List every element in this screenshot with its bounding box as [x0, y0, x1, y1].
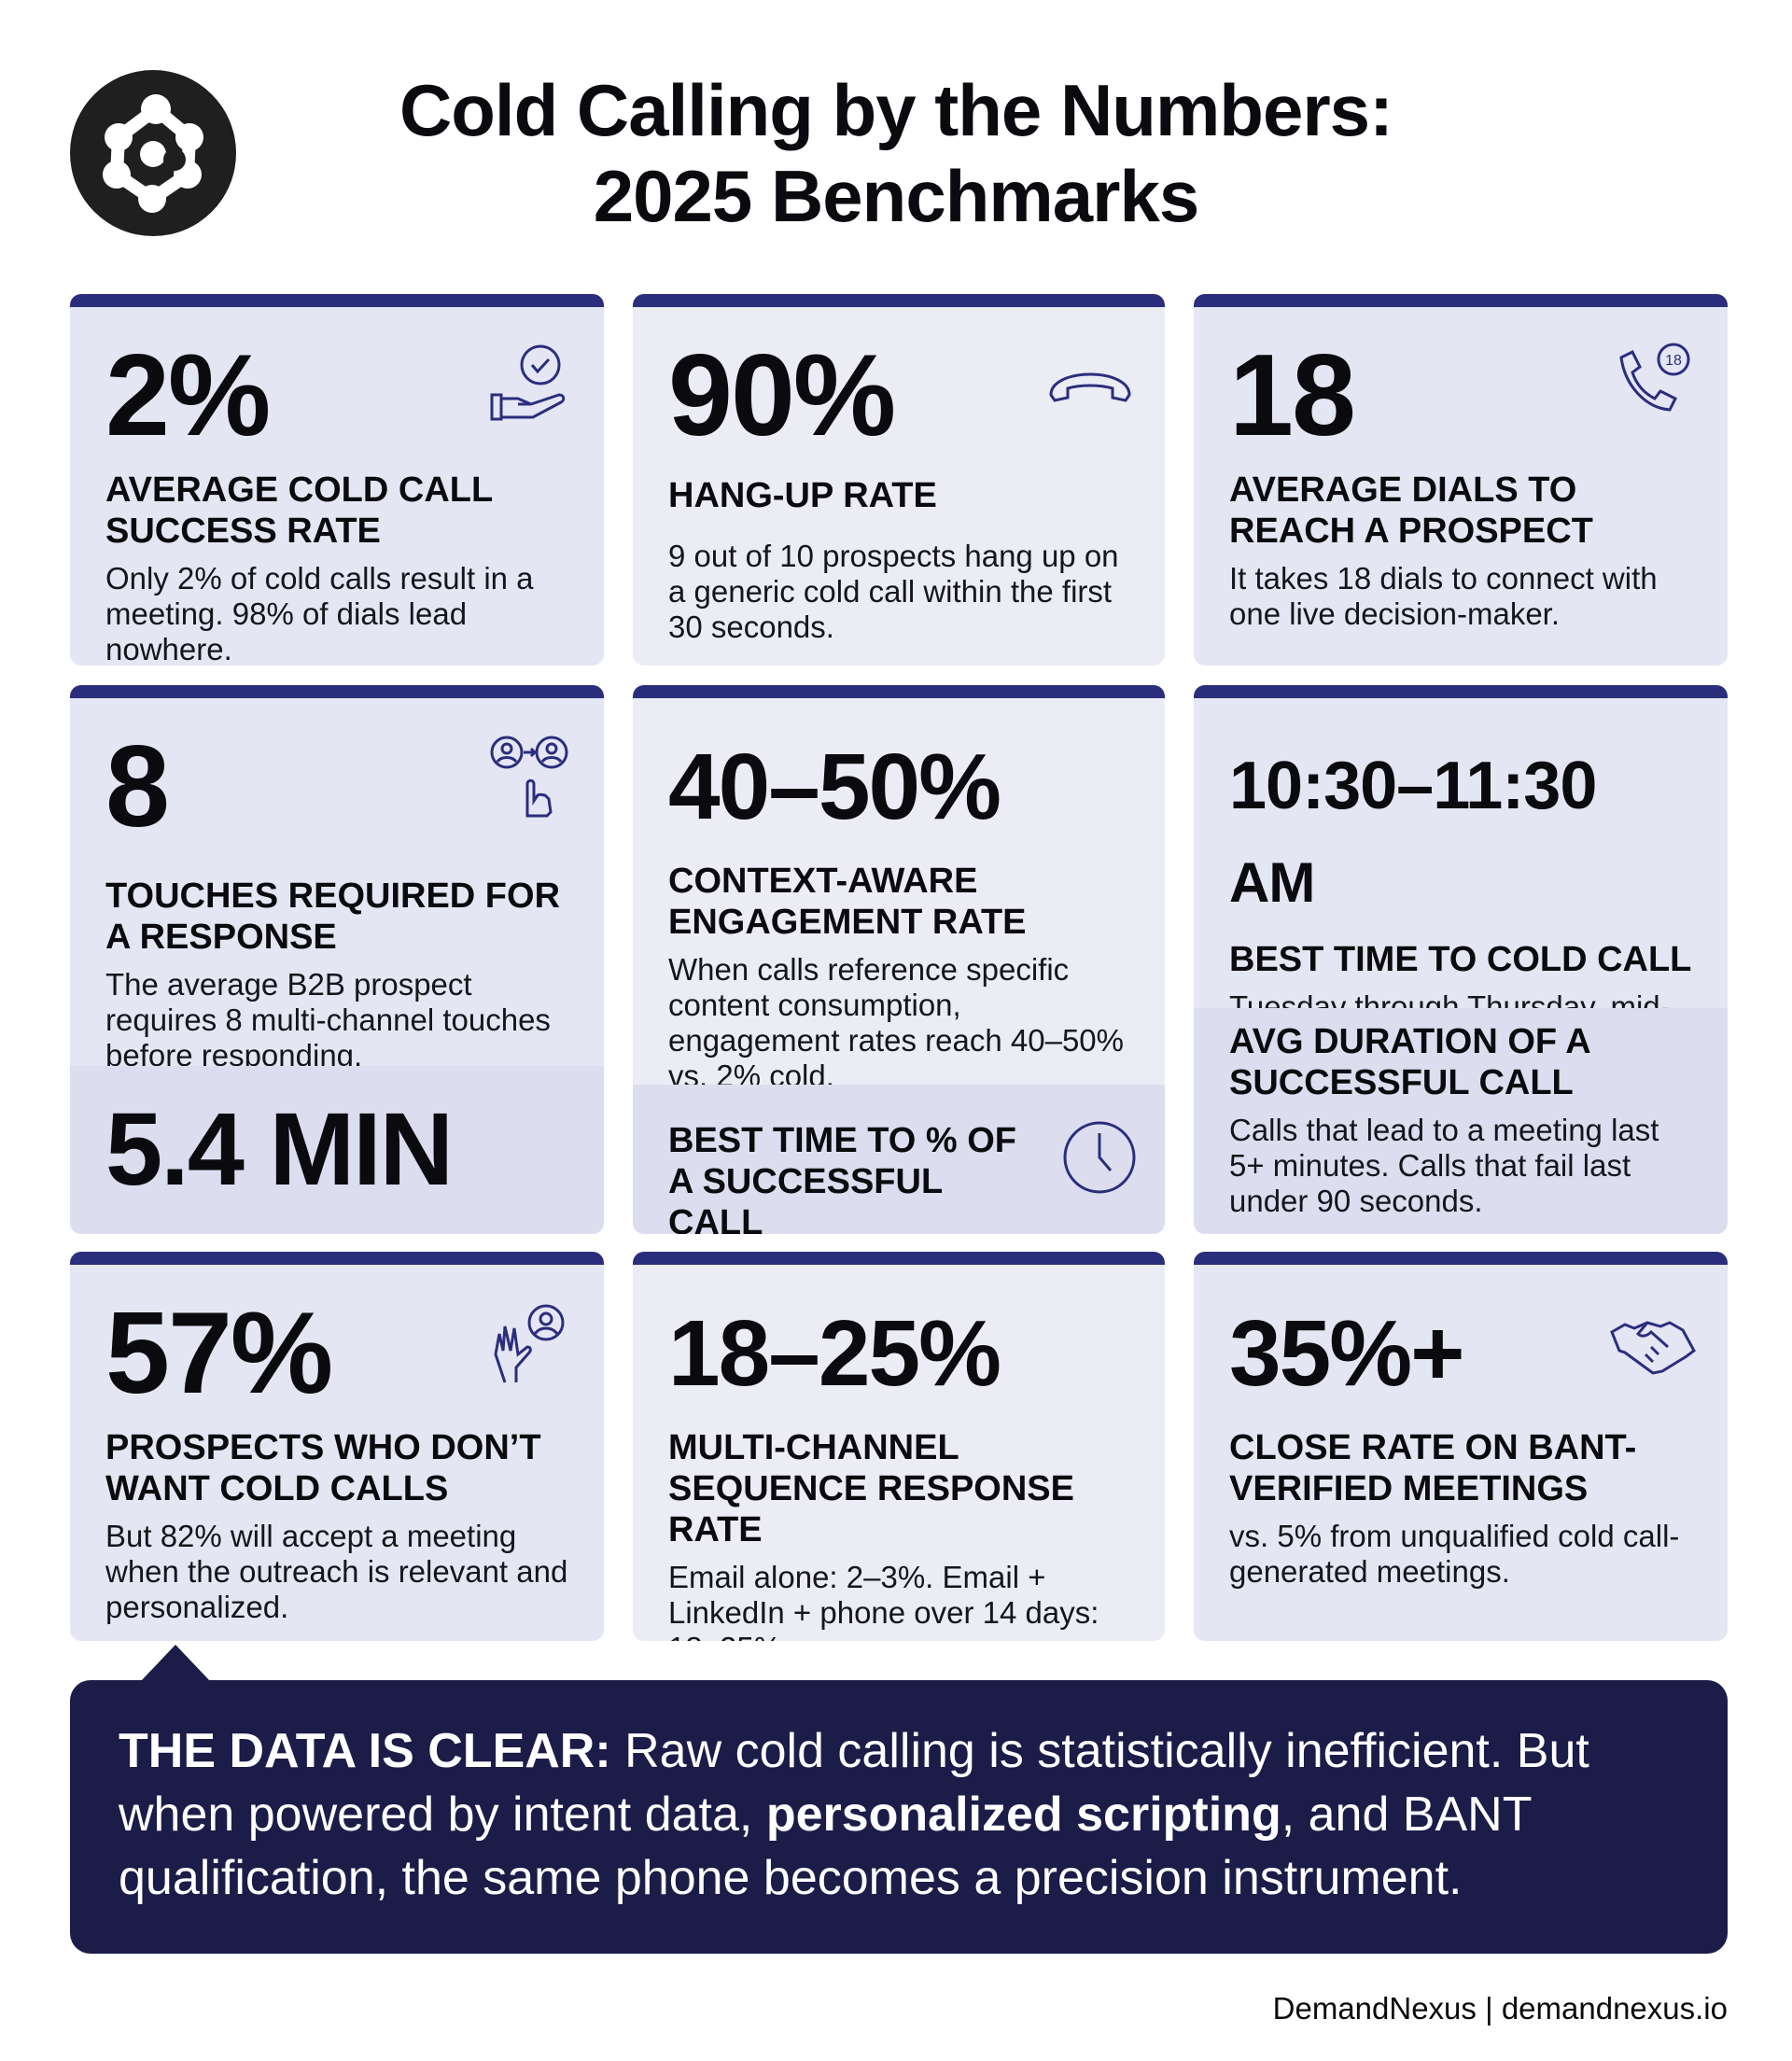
stat-heading: CLOSE RATE ON BANT-VERIFIED MEETINGS: [1229, 1428, 1637, 1508]
stat-heading: CONTEXT-AWARE ENGAGEMENT RATE: [668, 862, 1027, 942]
sub-heading: AVG DURATION OF A SUCCESSFUL CALL: [1229, 1022, 1590, 1102]
stat-heading: MULTI-CHANNEL SEQUENCE RESPONSE RATE: [668, 1428, 1074, 1549]
stat-description: When calls reference specific content co…: [668, 952, 1125, 1093]
card-prospects: 57% PROSPECTS WHO DON’T WANT COLD CALLS …: [70, 1252, 604, 1641]
svg-text:18: 18: [1665, 353, 1682, 369]
conclusion-banner: THE DATA IS CLEAR: Raw cold calling is s…: [70, 1680, 1728, 1954]
sub-description: Calls that lead to a meeting last 5+ min…: [1229, 1113, 1659, 1218]
stat-value: 40–50%: [668, 735, 1001, 839]
card-hang-up-rate: 90% HANG-UP RATE 9 out of 10 prospects h…: [633, 294, 1165, 666]
network-logo-icon: [103, 94, 203, 213]
sub-stat-value: 5.4 MIN: [105, 1092, 454, 1207]
stat-description: Email alone: 2–3%. Email + LinkedIn + ph…: [668, 1560, 1099, 1641]
stat-heading: HANG-UP RATE: [668, 476, 937, 515]
stat-heading: PROSPECTS WHO DON’T WANT COLD CALLS: [105, 1428, 541, 1508]
banner-pointer: [140, 1645, 211, 1682]
stat-description: vs. 5% from unqualified cold call-genera…: [1229, 1519, 1680, 1589]
card-touches: 8 TOUCHES REQUIRED FOR A RESPONSE The av…: [70, 685, 604, 1234]
card-multichannel: 18–25% MULTI-CHANNEL SEQUENCE RESPONSE R…: [633, 1252, 1165, 1641]
footer-credit: DemandNexus | demandnexus.io: [1272, 1991, 1728, 2026]
stat-heading: AVERAGE COLD CALL SUCCESS RATE: [105, 470, 493, 551]
stat-value: 10:30–11:30: [1229, 749, 1597, 823]
people-click-icon: [490, 736, 568, 818]
card-close-rate: 35%+ CLOSE RATE ON BANT-VERIFIED MEETING…: [1194, 1252, 1728, 1641]
stat-value: 2%: [105, 331, 271, 460]
banner-text-1: Raw cold calling is statistically ineffi…: [119, 1724, 1589, 1842]
sub-panel-avg-duration: AVG DURATION OF A SUCCESSFUL CALL Calls …: [1194, 1008, 1728, 1234]
stat-value: 57%: [105, 1289, 333, 1418]
card-best-time: 10:30–11:30 AM BEST TIME TO COLD CALL Tu…: [1194, 685, 1728, 1234]
hand-person-icon: [494, 1304, 565, 1383]
card-dials: 18 AVERAGE DIALS TO REACH A PROSPECT It …: [1194, 294, 1728, 666]
stat-value: 90%: [668, 331, 896, 460]
stat-value: 18: [1229, 331, 1356, 460]
hang-up-phone-icon: [1049, 372, 1131, 402]
stat-description: 9 out of 10 prospects hang up on a gener…: [668, 539, 1119, 644]
stat-value: 8: [105, 722, 170, 851]
stat-heading: TOUCHES REQUIRED FOR A RESPONSE: [105, 876, 561, 957]
card-engagement: 40–50% CONTEXT-AWARE ENGAGEMENT RATE Whe…: [633, 685, 1165, 1234]
stat-value: 35%+: [1229, 1301, 1465, 1406]
stat-heading: AVERAGE DIALS TO REACH A PROSPECT: [1229, 470, 1593, 551]
banner-lead: THE DATA IS CLEAR:: [119, 1724, 611, 1778]
title-line-2: 2025 Benchmarks: [593, 155, 1199, 237]
sub-panel-duration: 5.4 MIN: [70, 1066, 604, 1234]
banner-bold: personalized scripting: [765, 1788, 1281, 1842]
banner-text-2: , and BANT qualification, the same phone…: [119, 1788, 1532, 1905]
stat-suffix: AM: [1229, 851, 1315, 914]
stat-description: But 82% will accept a meeting when the o…: [105, 1519, 568, 1624]
stat-description: Only 2% of cold calls result in a meetin…: [105, 561, 534, 666]
page-title: Cold Calling by the Numbers: 2025 Benchma…: [243, 67, 1549, 239]
card-success-rate: 2% AVERAGE COLD CALL SUCCESS RATE Only 2…: [70, 294, 604, 666]
handshake-icon: [1610, 1321, 1696, 1375]
title-line-1: Cold Calling by the Numbers:: [399, 69, 1393, 151]
stat-value: 18–25%: [668, 1301, 1001, 1406]
phone-badge-icon: 18: [1619, 343, 1690, 412]
stat-description: The average B2B prospect requires 8 mult…: [105, 967, 551, 1073]
sub-heading: BEST TIME TO % OF A SUCCESSFUL CALL: [668, 1121, 1016, 1234]
stat-heading: BEST TIME TO COLD CALL: [1229, 940, 1692, 979]
hand-check-icon: [490, 344, 566, 421]
clock-icon: [1063, 1121, 1136, 1194]
logo: [70, 70, 236, 236]
sub-panel-best-time: BEST TIME TO % OF A SUCCESSFUL CALL: [633, 1085, 1165, 1234]
stat-description: It takes 18 dials to connect with one li…: [1229, 561, 1658, 631]
